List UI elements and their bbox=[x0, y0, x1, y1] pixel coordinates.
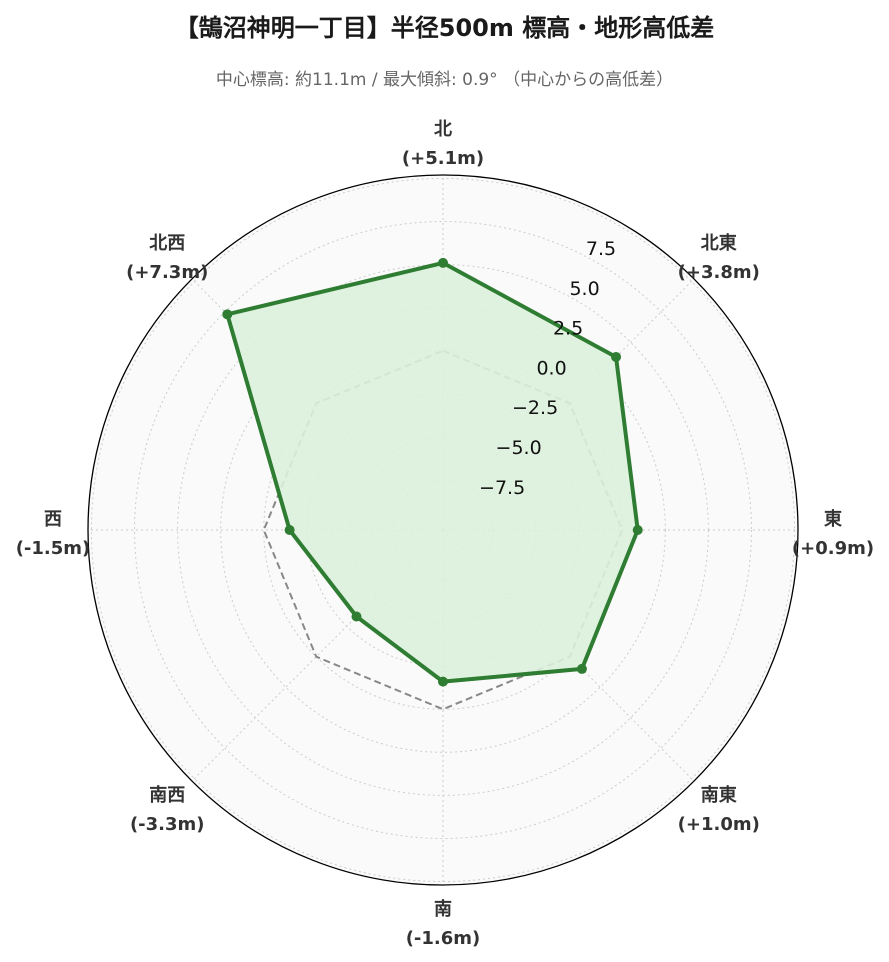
data-point-1 bbox=[438, 257, 448, 268]
data-point-5 bbox=[438, 676, 448, 687]
direction-label: 南東(+1.0m) bbox=[678, 784, 760, 835]
data-point-7 bbox=[284, 525, 295, 535]
data-point-8 bbox=[222, 309, 233, 320]
grid-circle bbox=[134, 221, 752, 839]
grid-spoke bbox=[191, 529, 444, 782]
data-point-3 bbox=[632, 525, 643, 535]
direction-label: 北東(+3.8m) bbox=[678, 232, 760, 283]
grid-circle bbox=[220, 307, 666, 753]
radial-tick-label: −2.5 bbox=[512, 397, 558, 419]
direction-label: 北西(+7.3m) bbox=[126, 233, 208, 283]
outer-frame bbox=[87, 174, 799, 886]
data-point-4 bbox=[576, 663, 587, 674]
direction-label: 北(+5.1m) bbox=[402, 119, 484, 169]
data-point-2 bbox=[611, 351, 622, 362]
series-area bbox=[227, 262, 638, 682]
chart-subtitle: 中心標高: 約11.1m / 最大傾斜: 0.9° （中心からの高低差） bbox=[215, 70, 674, 90]
radial-tick-label: 7.5 bbox=[586, 238, 616, 260]
direction-label: 南(-1.6m) bbox=[406, 898, 481, 949]
direction-label: 西(-1.5m) bbox=[16, 509, 91, 559]
chart-title: 【鵠沼神明一丁目】半径500m 標高・地形高低差 bbox=[174, 14, 715, 42]
direction-label: 南西(-3.3m) bbox=[130, 784, 205, 835]
radial-tick-label: 5.0 bbox=[569, 278, 599, 300]
radial-tick-label: −7.5 bbox=[479, 477, 525, 499]
radial-tick-label: 2.5 bbox=[553, 318, 583, 340]
radial-tick-label: 0.0 bbox=[536, 357, 566, 379]
grid-spoke bbox=[442, 529, 695, 782]
radial-tick-label: −5.0 bbox=[496, 437, 542, 459]
direction-label: 東(+0.9m) bbox=[792, 508, 874, 559]
grid-spoke bbox=[442, 278, 695, 531]
data-point-6 bbox=[351, 611, 362, 622]
